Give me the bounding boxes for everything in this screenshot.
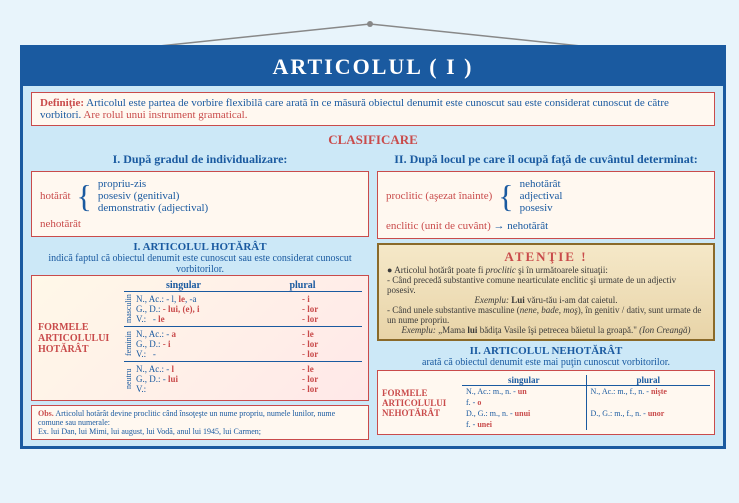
nehotarat-term: nehotărât [40,218,360,230]
proclitic: proclitic (aşezat înainte) [386,190,492,202]
enclitic: enclitic (unit de cuvânt) [386,220,491,232]
hotarat-term: hotărât [40,190,71,202]
gender-fem: feminin [124,329,136,359]
brace-item: posesiv (genitival) [98,190,208,202]
neh-cell: N., Ac.: m., n. - un [462,386,586,397]
attn-line: Exemplu: „Mama lui bădiţa Vasile îşi pet… [387,325,705,335]
nehotarat-table: FORMELE ARTICOLULUI NEHOTĂRÂT singularpl… [377,370,715,435]
gender-neu: neutru [124,364,136,394]
neu-rows: N., Ac.: - l- leG., D.: - lui- lorV.:- l… [136,364,362,394]
h2: II. După locul pe care îl ocupă faţă de … [377,152,715,167]
attention-box: ATENŢIE ! ● Articolul hotărât poate fi p… [377,243,715,341]
left-brace-box: hotărât { propriu-zis posesiv (genitival… [31,171,369,237]
classif-heading: CLASIFICARE [23,132,723,148]
neh-cell: D., G.: m., f., n. - unor [586,408,711,419]
hdr-sg: singular [124,280,243,291]
hdr-pl: plural [243,280,362,291]
brace-icon: { [77,185,92,207]
attn-line: - Când precedă substantive comune nearti… [387,275,705,295]
arrow-icon: → [494,220,508,232]
fem-rows: N., Ac.: - a- leG., D.: - i- lorV.: -- l… [136,329,362,359]
brace-item: propriu-zis [98,178,208,190]
proc-item: adjectival [520,190,563,202]
h1: I. După gradul de individualizare: [31,152,369,167]
masc-rows: N., Ac.: - l, le, -a- iG., D.: - lui, (e… [136,294,362,324]
attn-line: ● Articolul hotărât poate fi proclitic ş… [387,265,705,275]
right-brace-box: proclitic (aşezat înainte) { nehotărât a… [377,171,715,239]
obs-box: Obs. Articolul hotărât devine proclitic … [31,405,369,440]
neh-cell: N., Ac.: m., f., n. - nişte [586,386,711,397]
poster: ARTICOLUL ( I ) Definiţie: Articolul est… [20,45,726,449]
attn-line: Exemplu: Lui văru-tău i-am dat caietul. [387,295,705,305]
neh-hdr-pl: plural [586,375,711,385]
proc-item: posesiv [520,202,563,214]
enc-target: nehotărât [507,220,548,232]
art-neh-heading: II. ARTICOLUL NEHOTĂRÂTarată că obiectul… [377,345,715,368]
attn-title: ATENŢIE ! [387,249,705,265]
neh-cell: f. - unei [462,419,586,430]
definition-box: Definiţie: Articolul este partea de vorb… [31,92,715,126]
brace-item: demonstrativ (adjectival) [98,202,208,214]
def-extra: Are rolul unui instrument gramatical. [83,109,247,121]
form-label: FORMELE ARTICOLULUI HOTĂRÂT [38,280,124,396]
proc-item: nehotărât [520,178,563,190]
gender-masc: masculin [124,294,136,324]
neh-cell: f. - o [462,397,586,408]
art-hot-heading: I. ARTICOLUL HOTĂRÂTindică faptul că obi… [31,241,369,275]
hotarat-table: FORMELE ARTICOLULUI HOTĂRÂT singularplur… [31,275,369,401]
def-label: Definiţie: [40,97,84,109]
attn-line: - Când unele substantive masculine (nene… [387,305,705,325]
neh-hdr-sg: singular [462,375,586,385]
left-column: I. După gradul de individualizare: hotăr… [31,148,369,440]
brace-icon: { [498,185,513,207]
neh-cell [586,397,711,408]
right-column: II. După locul pe care îl ocupă faţă de … [377,148,715,440]
neh-cell [586,419,711,430]
title-bar: ARTICOLUL ( I ) [23,48,723,86]
neh-cell: D., G.: m., n. - unui [462,408,586,419]
neh-form-label: FORMELE ARTICOLULUI NEHOTĂRÂT [382,375,462,430]
